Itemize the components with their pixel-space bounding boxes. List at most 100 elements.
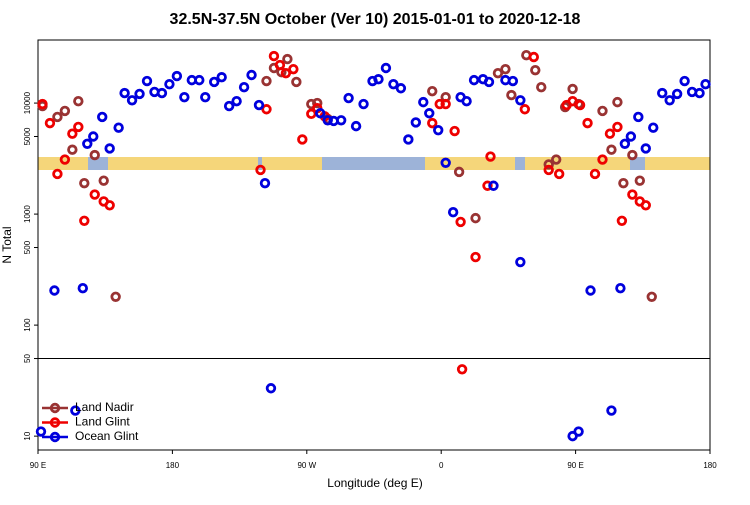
point [171,70,183,82]
x-tick-label: 90 W [297,461,316,470]
point [543,159,554,170]
point [543,164,554,176]
point [268,50,280,62]
legend-marker [49,417,61,428]
y-tick-label: 100 [23,318,32,332]
chart-title: 32.5N-37.5N October (Ver 10) 2015-01-01 … [170,11,581,28]
point [403,134,414,145]
point [350,120,362,132]
point [209,76,220,88]
point [616,215,628,227]
point [573,426,584,437]
point [440,157,451,168]
point [113,122,124,133]
point [82,138,93,149]
point [418,96,429,108]
point [77,283,88,294]
point [606,405,617,416]
plot-frame [37,39,711,451]
point [597,105,608,117]
point [506,89,517,101]
x-tick-label: 90 E [567,461,583,470]
point [380,62,392,74]
point [619,138,631,149]
point [280,67,292,79]
point [79,177,90,189]
point [194,74,205,86]
point [395,83,407,94]
point [259,177,271,189]
point [657,87,668,99]
point [485,151,496,162]
point [88,131,99,142]
point [315,108,326,119]
point [679,75,690,87]
point [164,78,175,90]
point [98,175,109,186]
land-strip [425,157,515,170]
point [110,291,121,302]
point [625,131,637,142]
point [433,124,444,136]
point [291,76,302,88]
point [223,100,235,112]
y-tick-label: 1000 [23,205,32,223]
point [582,117,593,129]
point [261,104,272,115]
point [627,149,638,161]
legend-marker [49,431,61,443]
point [700,78,711,90]
point [606,144,617,155]
point [634,175,646,186]
point [453,166,465,178]
point [44,117,56,129]
point [468,74,480,86]
point [89,149,100,161]
point [388,78,399,90]
point [156,87,168,99]
point [49,285,60,296]
point [589,168,601,180]
point [253,99,265,111]
y-tick-label: 10 [23,431,32,440]
point [288,63,299,75]
point [615,283,626,294]
map-strip [38,157,710,170]
point [373,74,384,85]
y-tick-label: 50 [23,354,32,363]
point [492,67,504,79]
point [567,95,578,107]
land-strip [108,157,258,170]
y-axis-label: N Total [0,226,14,263]
point [312,97,323,109]
point [528,51,539,63]
point [35,426,47,437]
point [640,143,651,154]
legend-label: Land Nadir [75,400,134,414]
point [567,83,578,95]
point [410,117,422,128]
point [274,59,286,71]
point [67,128,78,139]
point [265,383,277,394]
land-strip [525,157,630,170]
x-tick-label: 180 [703,461,717,470]
point [427,117,438,129]
point [515,256,526,268]
point [104,200,115,211]
point [671,88,683,100]
point [126,95,138,106]
point [52,111,63,123]
y-tick-label: 500 [23,240,32,254]
point [73,95,84,107]
x-tick-label: 0 [439,461,444,470]
point [89,189,100,200]
point [664,95,675,106]
point [461,95,472,107]
point [255,164,266,176]
point [67,144,78,155]
point [434,98,445,110]
point [515,95,526,106]
point [335,115,347,126]
legend-marker [49,402,61,414]
